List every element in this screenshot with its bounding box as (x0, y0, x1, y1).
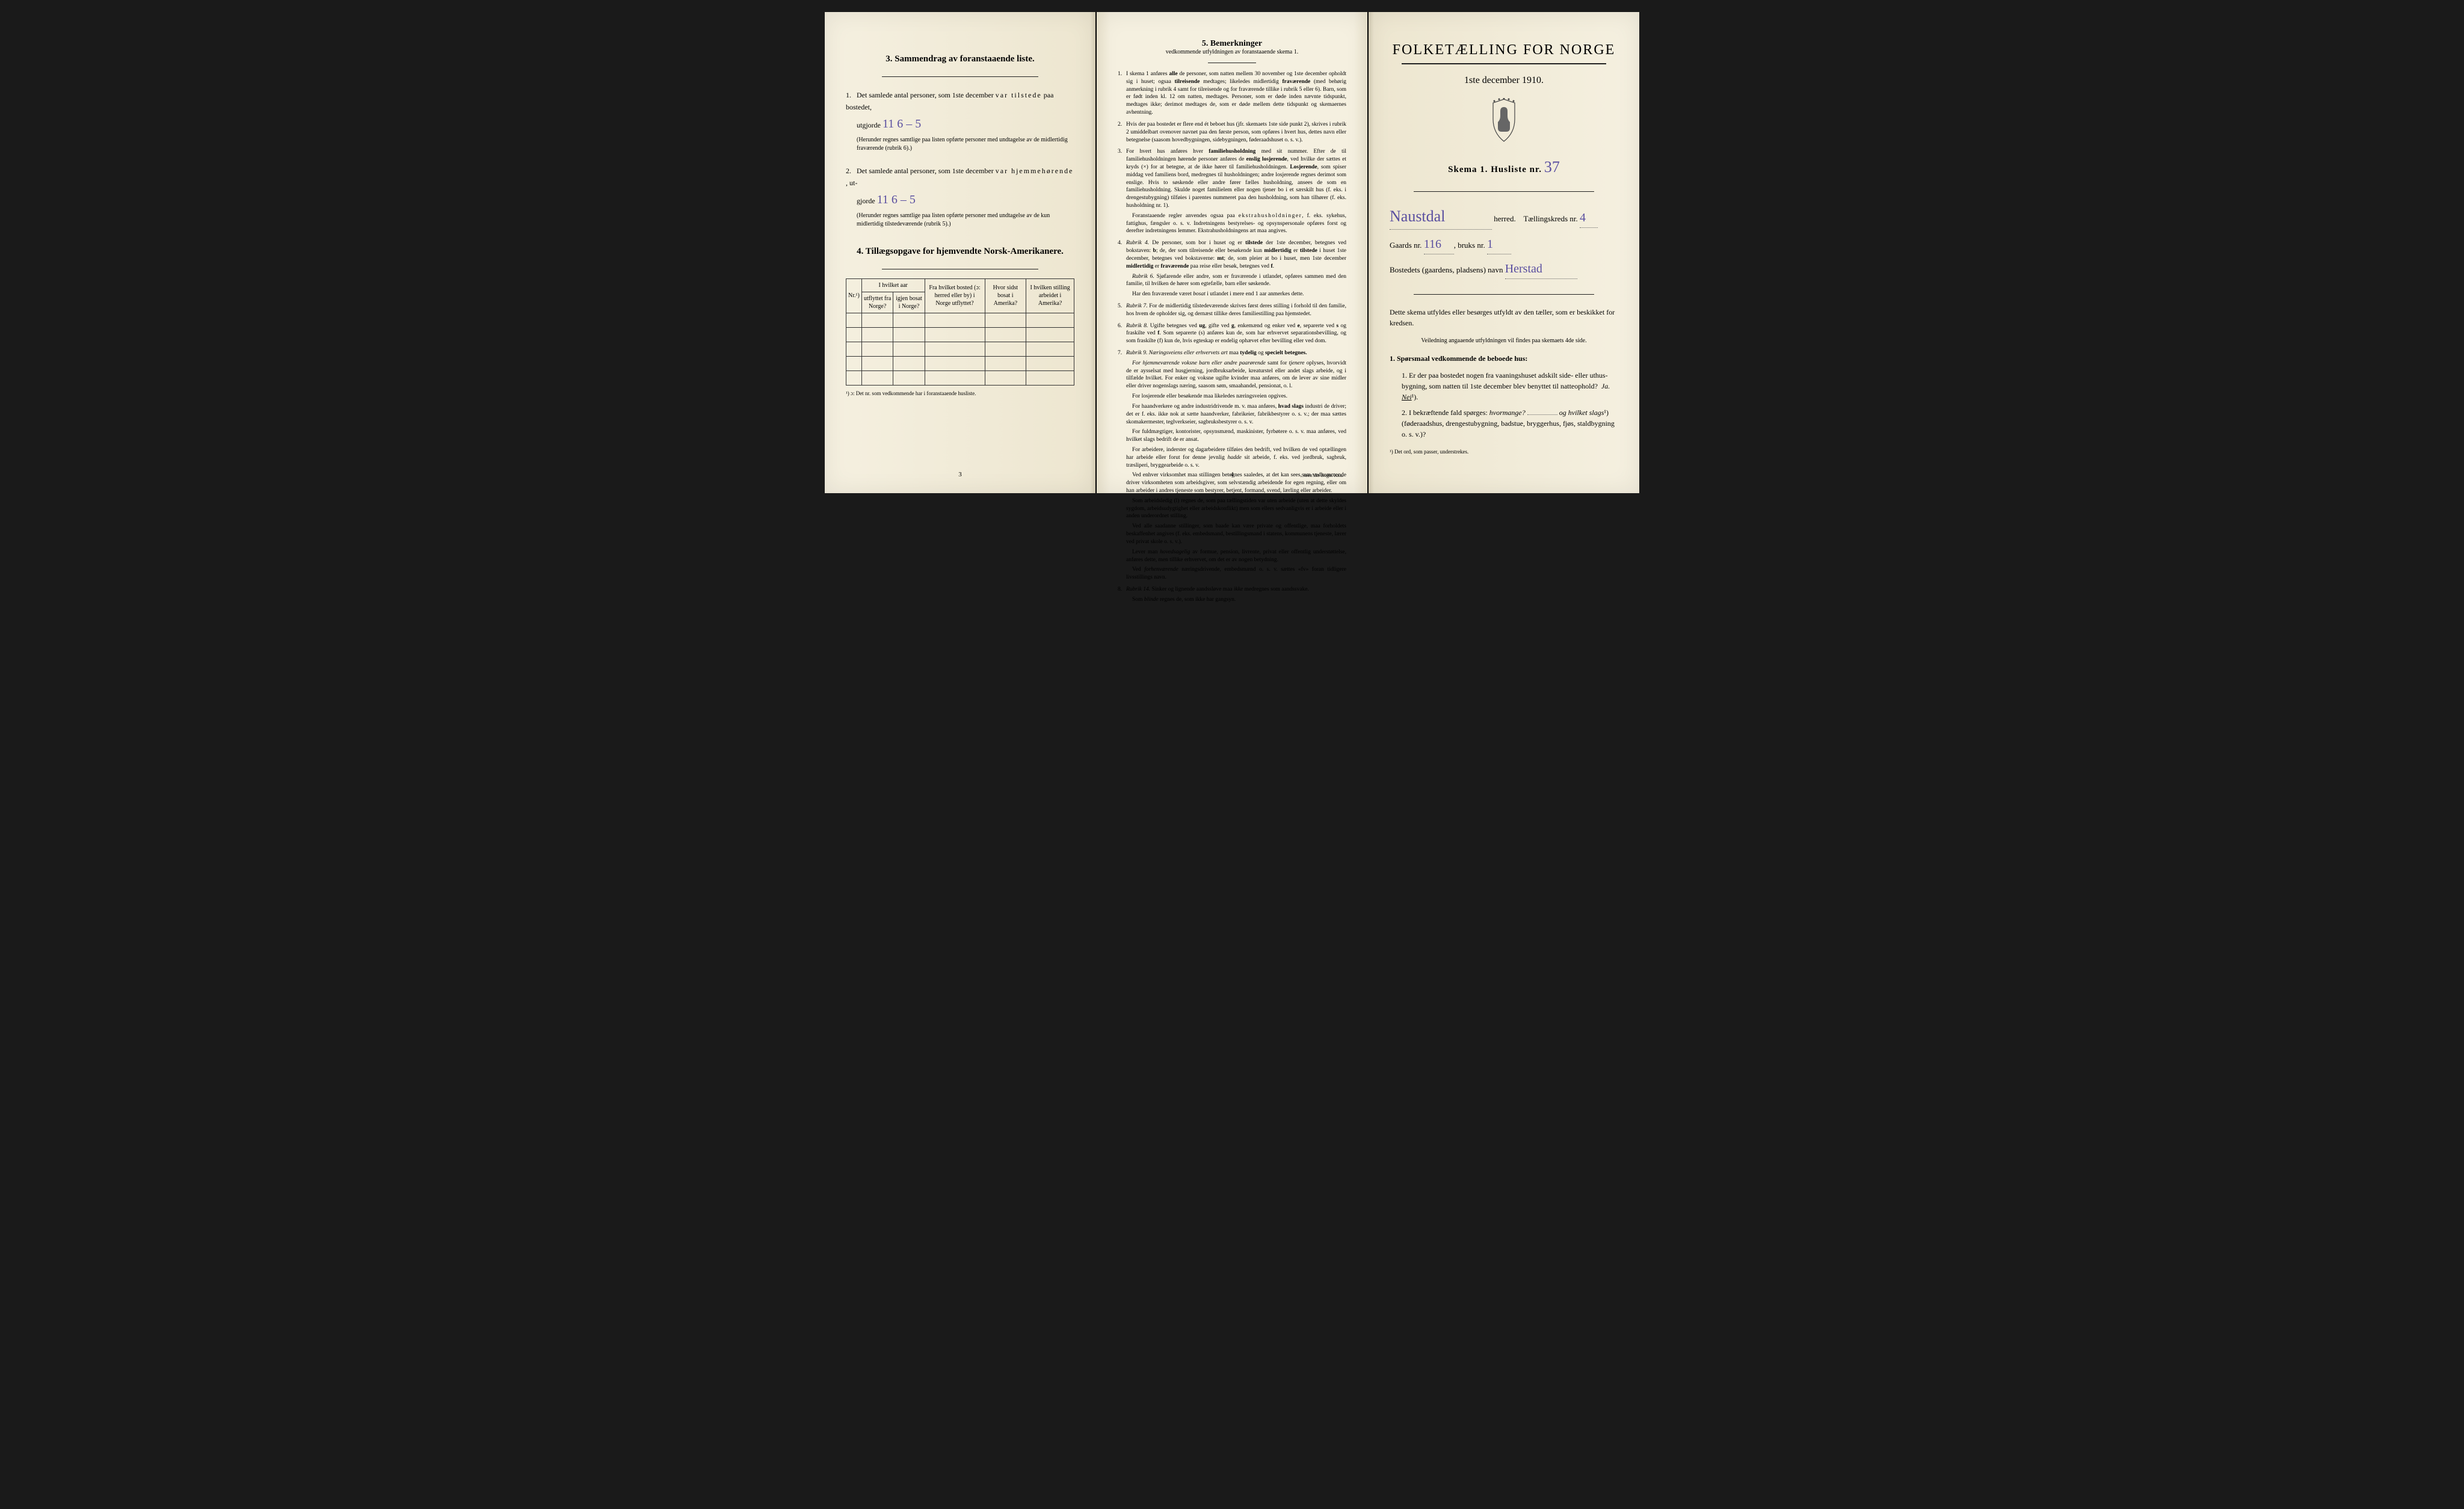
instructions-text: Dette skema utfyldes eller besørges utfy… (1390, 307, 1618, 328)
col-returned: igjen bosat i Norge? (893, 292, 925, 313)
remark-item: 8.Rubrik 14. Sinker og lignende aandsslø… (1118, 586, 1346, 604)
col-from: Fra hvilket bosted (ɔ: herred eller by) … (925, 278, 985, 313)
remarks-list: 1.I skema 1 anføres alle de personer, so… (1118, 70, 1346, 604)
section-3-heading: 3. Sammendrag av foranstaaende liste. (846, 54, 1074, 64)
col-emigrated: utflyttet fra Norge? (861, 292, 893, 313)
kreds-value: 4 (1580, 208, 1598, 228)
bosted-value: Herstad (1505, 259, 1577, 279)
col-year-group: I hvilket aar (861, 278, 925, 292)
answer-nei: Nei (1402, 393, 1412, 401)
remark-item: 3.For hvert hus anføres hver familiehush… (1118, 148, 1346, 235)
table-row (846, 327, 1074, 342)
handwritten-value-1: 11 6 – 5 (882, 117, 921, 131)
gaards-value: 116 (1424, 235, 1454, 254)
remark-item: 1.I skema 1 anføres alle de personer, so… (1118, 70, 1346, 117)
census-title: FOLKETÆLLING FOR NORGE (1390, 42, 1618, 58)
remark-item: 7.Rubrik 9. Næringsveiens eller erhverve… (1118, 349, 1346, 582)
page-3: 3. Sammendrag av foranstaaende liste. 1.… (825, 12, 1095, 493)
summary-item-1: 1. Det samlede antal personer, som 1ste … (846, 89, 1074, 153)
remark-item: 6.Rubrik 8. Ugifte betegnes ved ug, gift… (1118, 322, 1346, 345)
emigrant-table: Nr.¹) I hvilket aar Fra hvilket bosted (… (846, 278, 1074, 386)
skema-line: Skema 1. Husliste nr. 37 (1390, 158, 1618, 176)
table-row (846, 342, 1074, 356)
summary-item-2: 2. Det samlede antal personer, som 1ste … (846, 165, 1074, 229)
remarks-title: 5. Bemerkninger (1118, 39, 1346, 49)
remark-item: 4.Rubrik 4. De personer, som bor i huset… (1118, 239, 1346, 298)
remarks-subtitle: vedkommende utfyldningen av foranstaaend… (1118, 49, 1346, 55)
remark-item: 5.Rubrik 7. For de midlertidig tilstedev… (1118, 303, 1346, 318)
question-block: 1. Spørsmaal vedkommende de beboede hus:… (1390, 353, 1618, 440)
footnote: ¹) Det ord, som passer, understrekes. (1390, 449, 1618, 455)
bruks-value: 1 (1487, 235, 1511, 254)
printer-credit: Steen'ske Bogtr. Kr.a. (1302, 473, 1343, 478)
gaards-line: Gaards nr. 116, bruks nr. 1 (1390, 235, 1618, 254)
col-where: Hvor sidst bosat i Amerika? (985, 278, 1026, 313)
page-number-4: 4 (1230, 471, 1234, 478)
table-row (846, 370, 1074, 385)
guidance-note: Veiledning angaaende utfyldningen vil fi… (1390, 337, 1618, 344)
section-4-heading: 4. Tillægsopgave for hjemvendte Norsk-Am… (846, 247, 1074, 257)
col-nr: Nr.¹) (846, 278, 862, 313)
herred-value: Naustdal (1390, 204, 1492, 230)
page-number-3: 3 (958, 471, 962, 478)
col-occupation: I hvilken stilling arbeidet i Amerika? (1026, 278, 1074, 313)
handwritten-value-2: 11 6 – 5 (877, 193, 916, 206)
page-1-cover: FOLKETÆLLING FOR NORGE 1ste december 191… (1369, 12, 1639, 493)
husliste-number: 37 (1544, 158, 1560, 176)
census-date: 1ste december 1910. (1390, 75, 1618, 86)
bosted-line: Bostedets (gaardens, pladsens) navn Hers… (1390, 259, 1618, 279)
page-4: 5. Bemerkninger vedkommende utfyldningen… (1097, 12, 1367, 493)
table-row (846, 313, 1074, 327)
remark-item: 2.Hvis der paa bostedet er flere end ét … (1118, 121, 1346, 144)
coat-of-arms-icon (1486, 98, 1522, 143)
herred-line: Naustdal herred. Tællingskreds nr. 4 (1390, 204, 1618, 230)
document-spread: 3. Sammendrag av foranstaaende liste. 1.… (825, 12, 1639, 493)
table-footnote: ¹) ɔ: Det nr. som vedkommende har i fora… (846, 390, 1074, 396)
table-row (846, 356, 1074, 370)
